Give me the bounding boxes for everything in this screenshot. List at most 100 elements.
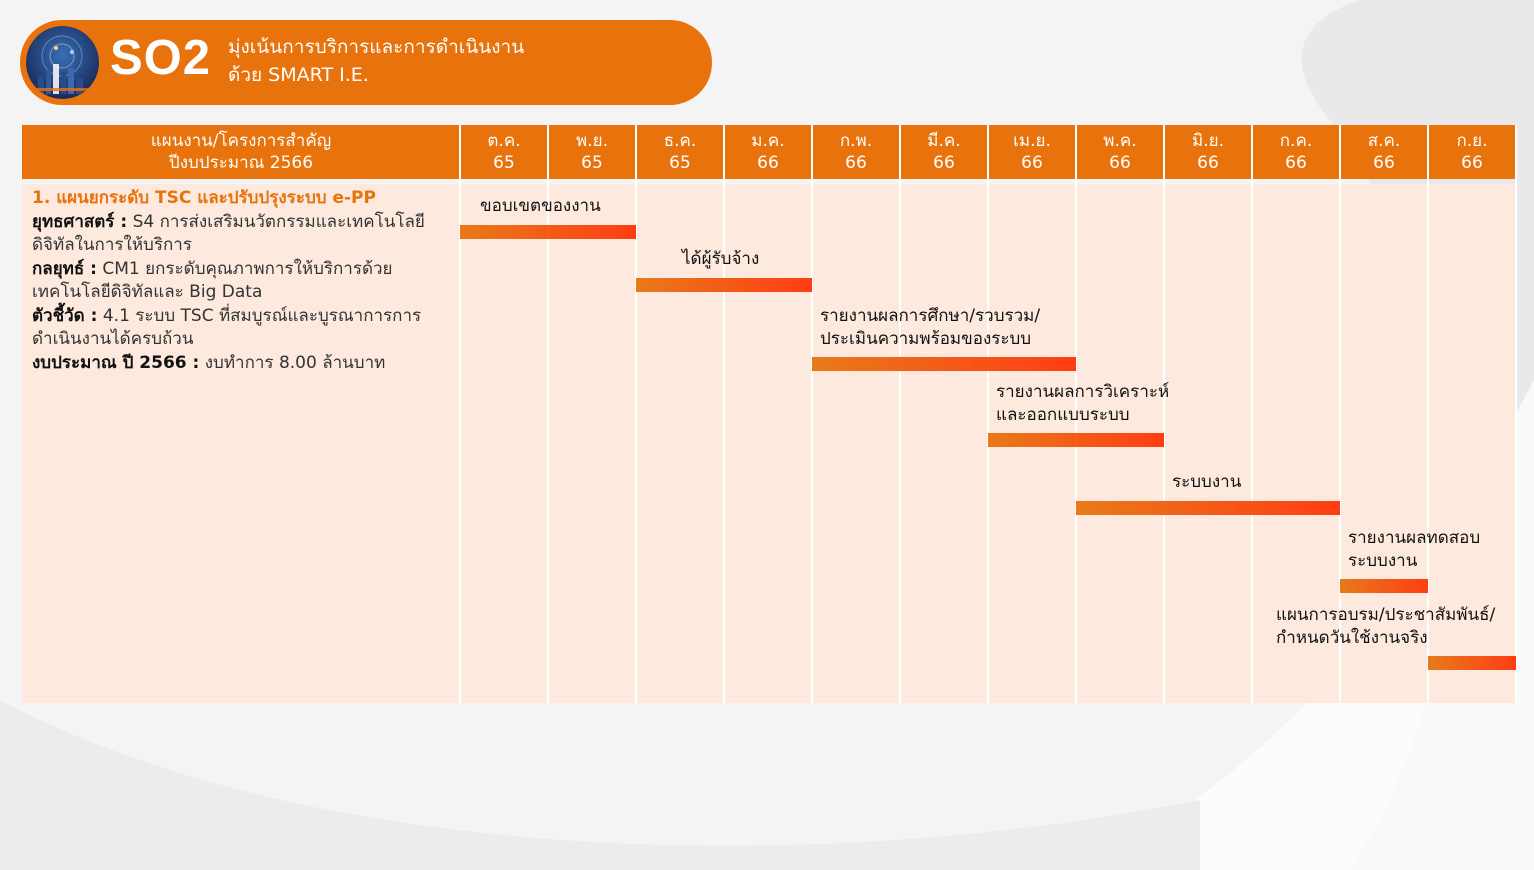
section-title: มุ่งเน้นการบริการและการดำเนินงาน ด้วย SM… (228, 33, 524, 89)
month-name: ม.ค. (751, 131, 785, 151)
month-header: ก.ค. 66 (1252, 125, 1340, 179)
task-label-line1: แผนการอบรม/ประชาสัมพันธ์/ (1276, 605, 1496, 625)
gantt-body (22, 184, 1516, 703)
month-header: ม.ค. 66 (724, 125, 812, 179)
grid-divider (1251, 125, 1253, 704)
grid-divider (1163, 125, 1165, 704)
tactic-label: กลยุทธ์ : (32, 258, 97, 279)
task-bar (1428, 656, 1516, 670)
month-year: 66 (1373, 153, 1395, 173)
plan-description: 1. แผนยกระดับ TSC และปรับปรุงระบบ e-PP ย… (32, 187, 452, 375)
grid-divider (1427, 125, 1429, 704)
month-header: ก.ย. 66 (1428, 125, 1516, 179)
month-year: 66 (1021, 153, 1043, 173)
month-name: ก.ย. (1456, 131, 1488, 151)
month-name: เม.ย. (1013, 131, 1051, 151)
task-label-line2: ประเมินความพร้อมของระบบ (820, 329, 1032, 349)
task-label: ขอบเขตของงาน (480, 195, 601, 218)
month-name: พ.ค. (1103, 131, 1137, 151)
month-header: ต.ค. 65 (460, 125, 548, 179)
task-bar (1340, 579, 1428, 593)
month-year: 66 (845, 153, 867, 173)
task-label: แผนการอบรม/ประชาสัมพันธ์/ กำหนดวันใช้งานจ… (1276, 604, 1495, 650)
section-code: SO2 (110, 31, 212, 85)
task-label: รายงานผลทดสอบระบบงาน (1348, 527, 1480, 573)
grid-divider (547, 125, 549, 704)
kpi-label: ตัวชี้วัด : (32, 305, 98, 326)
grid-divider (723, 125, 725, 704)
plan-tactic: กลยุทธ์ : CM1 ยกระดับคุณภาพการให้บริการด… (32, 258, 452, 305)
month-header: ธ.ค. 65 (636, 125, 724, 179)
plan-kpi: ตัวชี้วัด : 4.1 ระบบ TSC ที่สมบูรณ์และบู… (32, 305, 452, 352)
month-header: พ.ย. 65 (548, 125, 636, 179)
month-year: 66 (933, 153, 955, 173)
section-title-line2: ด้วย SMART I.E. (228, 64, 369, 86)
month-name: ธ.ค. (663, 131, 697, 151)
month-name: พ.ย. (576, 131, 608, 151)
task-bar (1076, 501, 1340, 515)
task-label-line1: รายงานผลการศึกษา/รวบรวม/ (820, 306, 1041, 326)
task-bar (812, 357, 1076, 371)
task-label: ได้ผู้รับจ้าง (682, 248, 759, 271)
month-year: 65 (493, 153, 515, 173)
smart-city-logo-icon (26, 26, 99, 99)
grid-divider (1075, 125, 1077, 704)
task-bar (636, 278, 812, 292)
task-label-line2: กำหนดวันใช้งานจริง (1276, 628, 1428, 648)
grid-divider (635, 125, 637, 704)
tactic-value: CM1 ยกระดับคุณภาพการให้บริการด้วยเทคโนโล… (32, 258, 393, 303)
strategy-value: S4 การส่งเสริมนวัตกรรมและเทคโนโลยีดิจิทั… (32, 211, 425, 256)
section-title-line1: มุ่งเน้นการบริการและการดำเนินงาน (228, 36, 525, 58)
task-label-line1: ระบบงาน (1172, 472, 1242, 492)
grid-divider (1515, 125, 1517, 704)
month-year: 66 (757, 153, 779, 173)
task-label-line1: ขอบเขตของงาน (480, 196, 601, 216)
task-bar (988, 433, 1164, 447)
month-header: มี.ค. 66 (900, 125, 988, 179)
month-name: ก.พ. (839, 131, 873, 151)
month-year: 65 (581, 153, 603, 173)
month-year: 66 (1285, 153, 1307, 173)
plan-budget: งบประมาณ ปี 2566 : งบทำการ 8.00 ล้านบาท (32, 352, 452, 376)
month-name: ต.ค. (487, 131, 521, 151)
gantt-table: แผนงาน/โครงการสำคัญ ปีงบประมาณ 2566 ต.ค.… (22, 125, 1517, 704)
task-label-line1: รายงานผลการวิเคราะห์ (996, 382, 1170, 402)
task-label: รายงานผลการวิเคราะห์และออกแบบระบบ (996, 381, 1169, 427)
section-banner: SO2 มุ่งเน้นการบริการและการดำเนินงาน ด้ว… (20, 20, 712, 105)
plan-title: 1. แผนยกระดับ TSC และปรับปรุงระบบ e-PP (32, 188, 376, 208)
month-year: 66 (1109, 153, 1131, 173)
plan-header-line2: ปีงบประมาณ 2566 (168, 153, 314, 173)
budget-value: งบทำการ 8.00 ล้านบาท (204, 352, 386, 373)
month-year: 65 (669, 153, 691, 173)
task-bar (460, 225, 636, 239)
month-header: ก.พ. 66 (812, 125, 900, 179)
grid-divider (987, 125, 989, 704)
task-label-line2: และออกแบบระบบ (996, 405, 1130, 425)
grid-divider (811, 125, 813, 704)
kpi-value: 4.1 ระบบ TSC ที่สมบูรณ์และบูรณาการการดำเ… (32, 305, 422, 350)
month-header: เม.ย. 66 (988, 125, 1076, 179)
plan-header-line1: แผนงาน/โครงการสำคัญ (150, 131, 332, 151)
month-year: 66 (1197, 153, 1219, 173)
month-name: ส.ค. (1367, 131, 1401, 151)
plan-column-header: แผนงาน/โครงการสำคัญ ปีงบประมาณ 2566 (22, 125, 460, 179)
grid-divider (459, 125, 461, 704)
month-name: มี.ค. (927, 131, 961, 151)
task-label-line1: รายงานผลทดสอบ (1348, 528, 1481, 548)
task-label-line2: ระบบงาน (1348, 551, 1418, 571)
month-header: พ.ค. 66 (1076, 125, 1164, 179)
month-name: มิ.ย. (1192, 131, 1224, 151)
month-year: 66 (1461, 153, 1483, 173)
task-label-line1: ได้ผู้รับจ้าง (682, 249, 760, 269)
grid-divider (899, 125, 901, 704)
gantt-header-row: แผนงาน/โครงการสำคัญ ปีงบประมาณ 2566 ต.ค.… (22, 125, 1516, 179)
month-header: มิ.ย. 66 (1164, 125, 1252, 179)
strategy-label: ยุทธศาสตร์ : (32, 211, 128, 232)
month-header: ส.ค. 66 (1340, 125, 1428, 179)
task-label: รายงานผลการศึกษา/รวบรวม/ประเมินความพร้อม… (820, 305, 1040, 351)
grid-divider (1339, 125, 1341, 704)
budget-label: งบประมาณ ปี 2566 : (32, 352, 200, 373)
task-label: ระบบงาน (1172, 471, 1241, 494)
month-name: ก.ค. (1279, 131, 1313, 151)
plan-strategy: ยุทธศาสตร์ : S4 การส่งเสริมนวัตกรรมและเท… (32, 211, 452, 258)
